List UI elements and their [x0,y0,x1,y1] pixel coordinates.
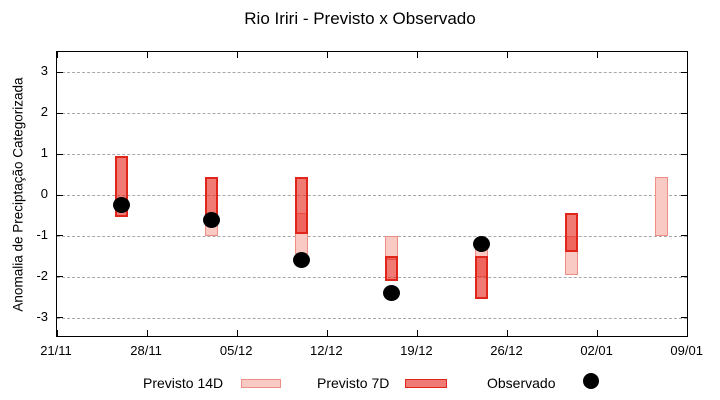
legend-swatch-14d [241,379,281,388]
forecast-bar-7d [565,213,579,253]
y-tick-mark [681,276,687,278]
legend-label-previsto-7d: Previsto 7D [317,375,390,391]
x-tick-mark [146,330,148,336]
forecast-bar-14d [655,176,669,236]
y-tick-mark [681,71,687,73]
x-tick-label: 26/12 [490,343,523,358]
x-tick-mark [326,330,328,336]
y-tick-mark [57,71,63,73]
y-gridline [57,195,687,196]
y-gridline [57,113,687,115]
x-tick-mark [326,52,328,58]
y-tick-mark [681,153,687,155]
y-tick-label: 1 [40,145,48,161]
forecast-bar-7d [295,176,309,234]
y-tick-mark [57,235,63,237]
y-gridline [57,317,687,319]
forecast-bar-7d [475,256,489,300]
y-tick-mark [57,276,63,278]
x-tick-mark [687,52,689,58]
legend: Previsto 14D Previsto 7D Observado [0,369,720,397]
y-tick-mark [681,235,687,237]
y-gridline [57,235,687,237]
y-tick-mark [57,194,63,196]
x-tick-label: 05/12 [219,343,253,358]
x-tick-mark [56,330,58,336]
x-tick-label: 02/01 [580,343,613,358]
x-tick-label: 21/11 [40,343,72,358]
y-tick-label: -2 [36,267,48,283]
y-gridline [57,276,687,278]
y-tick-mark [681,317,687,319]
x-tick-mark [507,52,508,58]
x-tick-label: 28/11 [130,343,162,358]
observed-dot [293,252,311,269]
legend-label-previsto-14d: Previsto 14D [143,375,224,391]
x-tick-mark [146,52,148,58]
legend-swatch-7d [405,379,447,388]
y-tick-mark [681,194,687,196]
y-tick-label: -3 [36,308,48,324]
x-tick-mark [597,330,599,336]
forecast-bar-7d [385,256,399,281]
y-tick-mark [681,112,687,114]
x-tick-label: 09/01 [670,343,703,358]
x-tick-label: 12/12 [310,343,343,358]
y-tick-label: 2 [40,104,48,120]
x-tick-mark [236,330,238,336]
plot-area [56,51,689,337]
observed-dot [473,236,491,253]
x-tick-label: 19/12 [400,343,433,358]
x-tick-mark [597,52,599,58]
x-tick-mark [507,330,508,336]
x-tick-mark [687,330,689,336]
legend-observed-dot-icon [583,373,599,389]
y-gridline [57,72,687,74]
observed-dot [383,285,401,302]
legend-label-observado: Observado [487,375,556,391]
y-gridline [57,154,687,156]
x-tick-mark [236,52,238,58]
y-tick-mark [57,112,63,114]
chart-title: Rio Iriri - Previsto x Observado [244,9,476,28]
y-tick-label: 3 [40,63,48,79]
x-tick-mark [56,52,58,58]
y-tick-mark [57,317,63,319]
observed-dot [112,197,130,214]
y-tick-label: 0 [40,186,48,201]
y-tick-label: -1 [36,226,48,242]
x-tick-mark [416,52,418,58]
x-tick-mark [416,330,418,336]
y-tick-mark [57,153,63,155]
observed-dot [202,211,220,228]
